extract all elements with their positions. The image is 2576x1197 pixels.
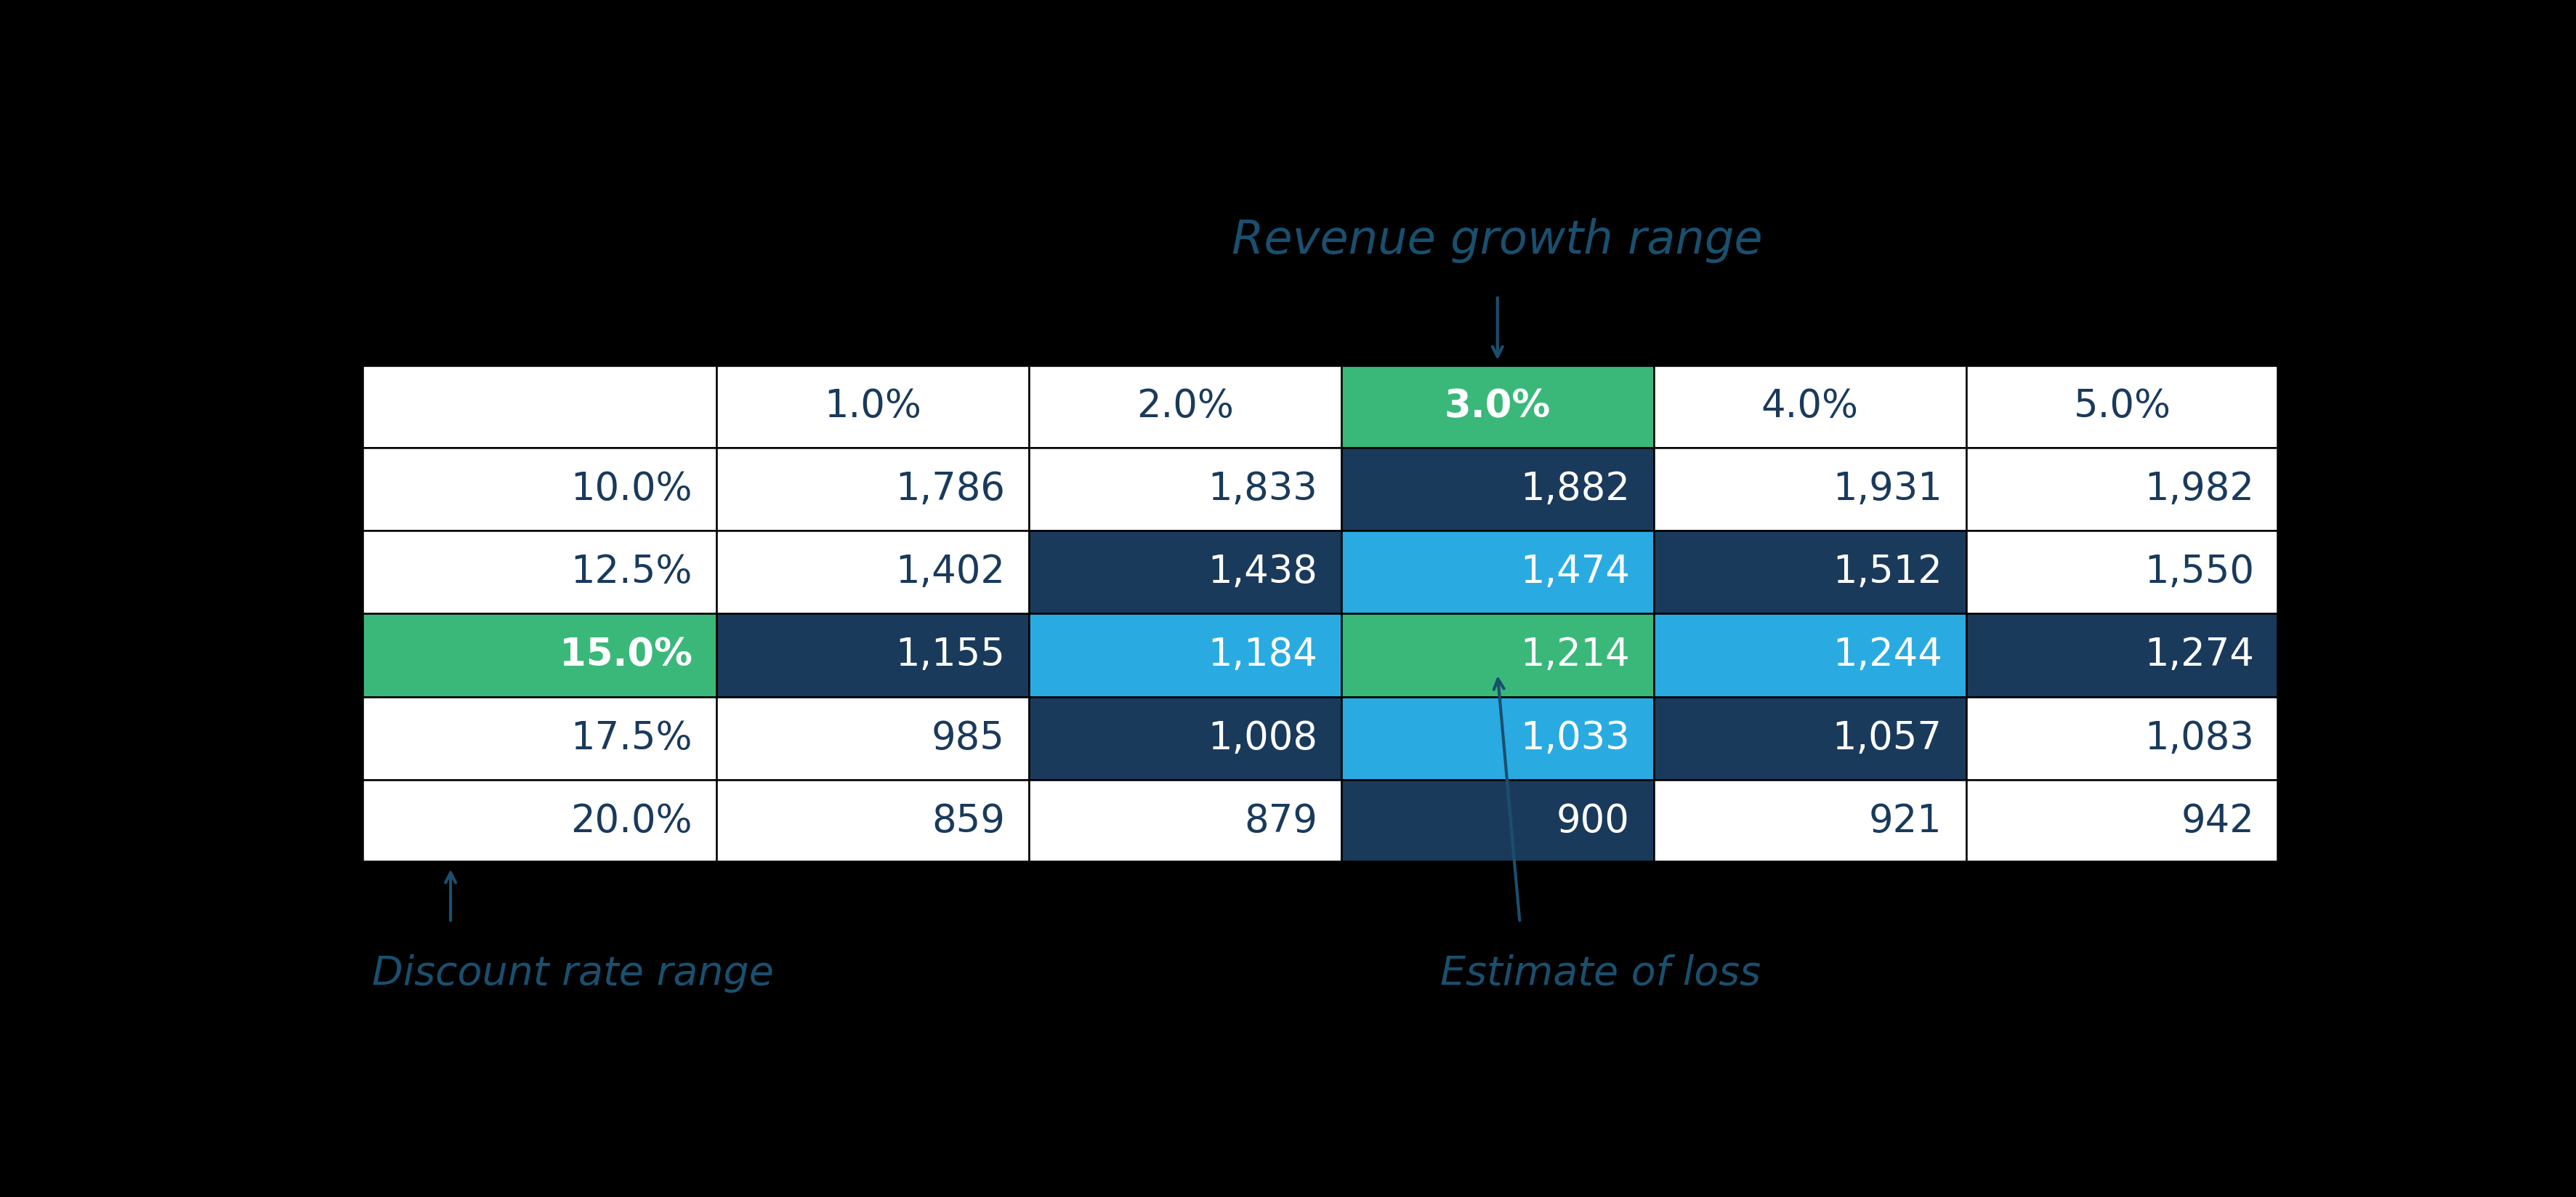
Text: 1,786: 1,786 — [896, 470, 1005, 509]
Text: 12.5%: 12.5% — [572, 553, 693, 591]
Text: 921: 921 — [1870, 802, 1942, 840]
Text: 1,833: 1,833 — [1208, 470, 1316, 509]
Bar — [716, 614, 1028, 697]
Bar — [1342, 448, 1654, 530]
Text: 1,882: 1,882 — [1520, 470, 1631, 509]
Bar — [1654, 448, 1965, 530]
Text: 1,274: 1,274 — [2146, 637, 2254, 674]
Bar — [361, 448, 716, 530]
Bar — [1342, 614, 1654, 697]
Bar — [716, 530, 1028, 614]
Text: 17.5%: 17.5% — [572, 719, 693, 757]
Text: 1.0%: 1.0% — [824, 388, 922, 425]
Bar — [716, 448, 1028, 530]
Text: 5.0%: 5.0% — [2074, 388, 2172, 425]
Text: 1,008: 1,008 — [1208, 719, 1316, 757]
Text: Discount rate range: Discount rate range — [371, 954, 773, 992]
Text: 1,402: 1,402 — [896, 553, 1005, 591]
Bar — [1028, 365, 1342, 448]
Bar — [716, 697, 1028, 779]
Text: 1,155: 1,155 — [896, 637, 1005, 674]
Text: 1,184: 1,184 — [1208, 637, 1316, 674]
Bar — [1342, 365, 1654, 448]
Text: 1,982: 1,982 — [2146, 470, 2254, 509]
Bar — [1342, 779, 1654, 863]
Text: Estimate of loss: Estimate of loss — [1440, 954, 1759, 992]
Text: 1,214: 1,214 — [1520, 637, 1631, 674]
Bar — [1028, 614, 1342, 697]
Text: 1,931: 1,931 — [1832, 470, 1942, 509]
Bar — [1965, 530, 2277, 614]
Bar — [716, 365, 1028, 448]
Bar — [1965, 448, 2277, 530]
Text: 985: 985 — [933, 719, 1005, 757]
Bar — [1654, 779, 1965, 863]
Bar — [361, 365, 2277, 863]
Text: 1,033: 1,033 — [1520, 719, 1631, 757]
Text: 1,550: 1,550 — [2146, 553, 2254, 591]
Bar — [1654, 365, 1965, 448]
Bar — [361, 530, 716, 614]
Text: 859: 859 — [933, 802, 1005, 840]
Text: 879: 879 — [1244, 802, 1316, 840]
Text: 1,474: 1,474 — [1520, 553, 1631, 591]
Text: 942: 942 — [2182, 802, 2254, 840]
Bar — [1965, 614, 2277, 697]
Bar — [1965, 697, 2277, 779]
Text: 1,512: 1,512 — [1832, 553, 1942, 591]
Bar — [716, 779, 1028, 863]
Bar — [1965, 779, 2277, 863]
Text: 20.0%: 20.0% — [572, 802, 693, 840]
Bar — [1342, 697, 1654, 779]
Text: 15.0%: 15.0% — [559, 637, 693, 674]
Bar — [1965, 365, 2277, 448]
Bar — [1654, 697, 1965, 779]
Text: Revenue growth range: Revenue growth range — [1231, 218, 1762, 263]
Bar — [1028, 530, 1342, 614]
Text: 900: 900 — [1556, 802, 1631, 840]
Bar — [1028, 779, 1342, 863]
Text: 3.0%: 3.0% — [1445, 388, 1551, 425]
Text: 4.0%: 4.0% — [1762, 388, 1857, 425]
Bar — [1654, 614, 1965, 697]
Text: 1,244: 1,244 — [1832, 637, 1942, 674]
Bar — [1028, 448, 1342, 530]
Text: 2.0%: 2.0% — [1136, 388, 1234, 425]
Text: 1,083: 1,083 — [2146, 719, 2254, 757]
Bar — [1342, 530, 1654, 614]
Bar — [1028, 697, 1342, 779]
Text: 1,438: 1,438 — [1208, 553, 1316, 591]
Bar — [361, 779, 716, 863]
Bar — [361, 697, 716, 779]
Bar — [1654, 530, 1965, 614]
Text: 1,057: 1,057 — [1832, 719, 1942, 757]
Text: 10.0%: 10.0% — [572, 470, 693, 509]
Bar — [361, 365, 716, 448]
Bar — [361, 614, 716, 697]
